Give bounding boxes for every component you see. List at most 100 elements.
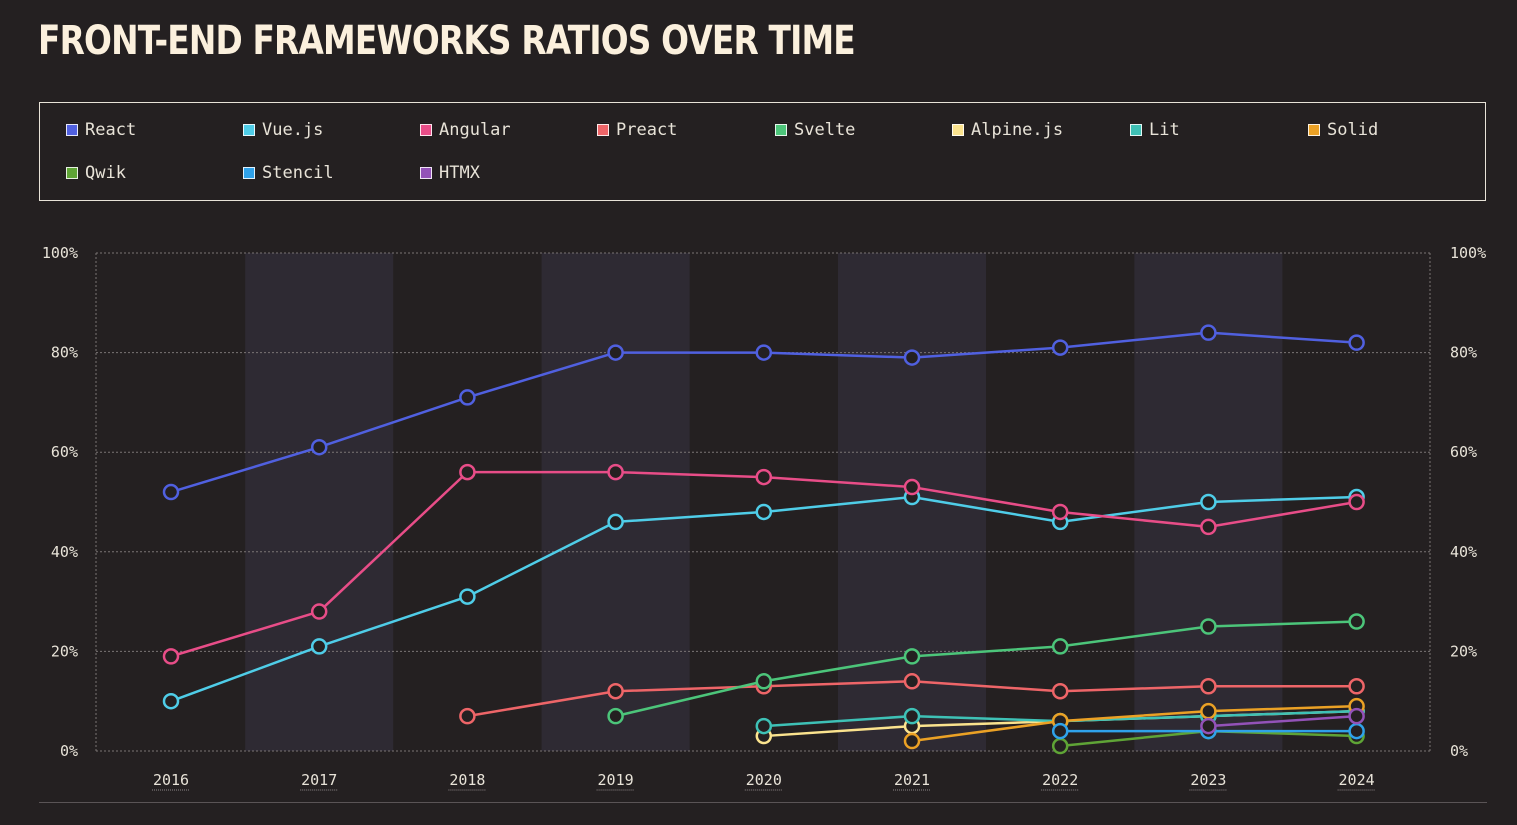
legend-swatch (66, 124, 78, 136)
data-point-react (903, 349, 921, 366)
data-point-stencil (1348, 722, 1365, 740)
data-point-stencil (1051, 722, 1069, 740)
legend-swatch (775, 124, 787, 136)
data-point-preact (1200, 678, 1217, 695)
data-point-react (1348, 334, 1365, 351)
data-point-lit (903, 707, 921, 725)
legend-item-vue-js[interactable]: Vue.js (243, 120, 323, 140)
y-tick-label-right: 60% (1450, 443, 1477, 461)
legend-item-solid[interactable]: Solid (1308, 120, 1378, 140)
legend-item-svelte[interactable]: Svelte (775, 120, 855, 140)
data-point-htmx (1348, 707, 1365, 725)
data-point-svelte (903, 648, 921, 665)
x-tick-label: 2018 (449, 771, 485, 789)
y-tick-label-left: 40% (51, 543, 78, 561)
y-tick-label-right: 0% (1450, 742, 1468, 760)
data-point-lit (755, 717, 773, 735)
legend-swatch (66, 167, 78, 179)
y-tick-label-right: 100% (1450, 244, 1486, 262)
data-point-qwik (1051, 737, 1069, 755)
legend-label: React (85, 120, 137, 140)
x-tick-label: 2016 (153, 771, 189, 789)
series-line-solid (911, 704, 1357, 743)
y-tick-label-right: 80% (1450, 344, 1477, 362)
x-tick-label: 2020 (746, 771, 782, 789)
data-point-react (1200, 324, 1217, 341)
year-band (245, 253, 394, 751)
chart-legend: React Vue.js Angular Preact Svelte Alpine.js L… (39, 102, 1486, 201)
data-point-svelte (1200, 618, 1217, 635)
legend-swatch (1130, 124, 1142, 136)
legend-item-angular[interactable]: Angular (420, 120, 511, 140)
data-point-vue-js (607, 513, 624, 531)
bottom-divider (39, 802, 1487, 803)
data-point-vue-js (459, 588, 476, 605)
y-tick-label-right: 40% (1450, 543, 1477, 561)
data-point-preact (607, 682, 624, 700)
data-point-angular (755, 468, 773, 486)
data-point-react (607, 344, 624, 361)
data-point-angular (1051, 503, 1069, 521)
legend-swatch (1308, 124, 1320, 136)
series-line-htmx (1208, 714, 1357, 728)
data-point-vue-js (310, 638, 328, 655)
data-point-svelte (607, 707, 624, 725)
series-line-svelte (615, 620, 1357, 718)
legend-item-react[interactable]: React (66, 120, 136, 140)
data-point-angular (459, 463, 476, 481)
y-tick-label-left: 100% (42, 244, 78, 262)
year-band (541, 253, 690, 751)
chart-title: FRONT-END FRAMEWORKS RATIOS OVER TIME (38, 18, 856, 64)
data-point-vue-js (162, 692, 180, 710)
data-point-angular (1200, 518, 1217, 536)
data-point-solid (1200, 702, 1217, 720)
x-tick-label: 2024 (1339, 771, 1375, 789)
legend-label: Stencil (262, 163, 334, 183)
legend-label: Vue.js (262, 120, 324, 140)
data-point-angular (310, 603, 328, 620)
data-point-react (162, 483, 180, 501)
y-tick-label-left: 80% (51, 344, 78, 362)
legend-swatch (952, 124, 964, 136)
data-point-solid (903, 732, 921, 750)
y-tick-label-left: 20% (51, 642, 78, 660)
legend-label: Preact (616, 120, 678, 140)
data-point-svelte (1348, 613, 1365, 630)
data-point-svelte (755, 673, 773, 690)
data-point-preact (1348, 678, 1365, 695)
legend-swatch (243, 124, 255, 136)
legend-label: Lit (1149, 120, 1180, 140)
legend-swatch (597, 124, 609, 136)
legend-swatch (243, 167, 255, 179)
legend-item-preact[interactable]: Preact (597, 120, 677, 140)
data-point-angular (1348, 493, 1365, 511)
x-tick-label: 2021 (894, 771, 930, 789)
data-point-react (755, 344, 773, 361)
data-point-preact (459, 707, 476, 725)
data-point-react (459, 389, 476, 406)
legend-item-stencil[interactable]: Stencil (243, 163, 334, 183)
x-tick-label: 2019 (598, 771, 634, 789)
data-point-vue-js (755, 503, 773, 521)
legend-label: Qwik (85, 163, 126, 183)
y-tick-label-left: 60% (51, 443, 78, 461)
data-point-angular (607, 463, 624, 481)
x-tick-label: 2017 (301, 771, 337, 789)
y-tick-label-left: 0% (60, 742, 78, 760)
legend-item-qwik[interactable]: Qwik (66, 163, 126, 183)
legend-item-htmx[interactable]: HTMX (420, 163, 480, 183)
legend-label: Solid (1327, 120, 1379, 140)
legend-item-lit[interactable]: Lit (1130, 120, 1180, 140)
data-point-vue-js (1200, 493, 1217, 511)
data-point-svelte (1051, 638, 1069, 655)
legend-item-alpine-js[interactable]: Alpine.js (952, 120, 1063, 140)
y-tick-label-right: 20% (1450, 642, 1477, 660)
data-point-htmx (1200, 717, 1217, 735)
legend-swatch (420, 167, 432, 179)
data-point-preact (1051, 682, 1069, 700)
x-tick-label: 2023 (1190, 771, 1226, 789)
legend-label: Svelte (794, 120, 856, 140)
data-point-react (1051, 339, 1069, 356)
legend-label: Alpine.js (971, 120, 1064, 140)
